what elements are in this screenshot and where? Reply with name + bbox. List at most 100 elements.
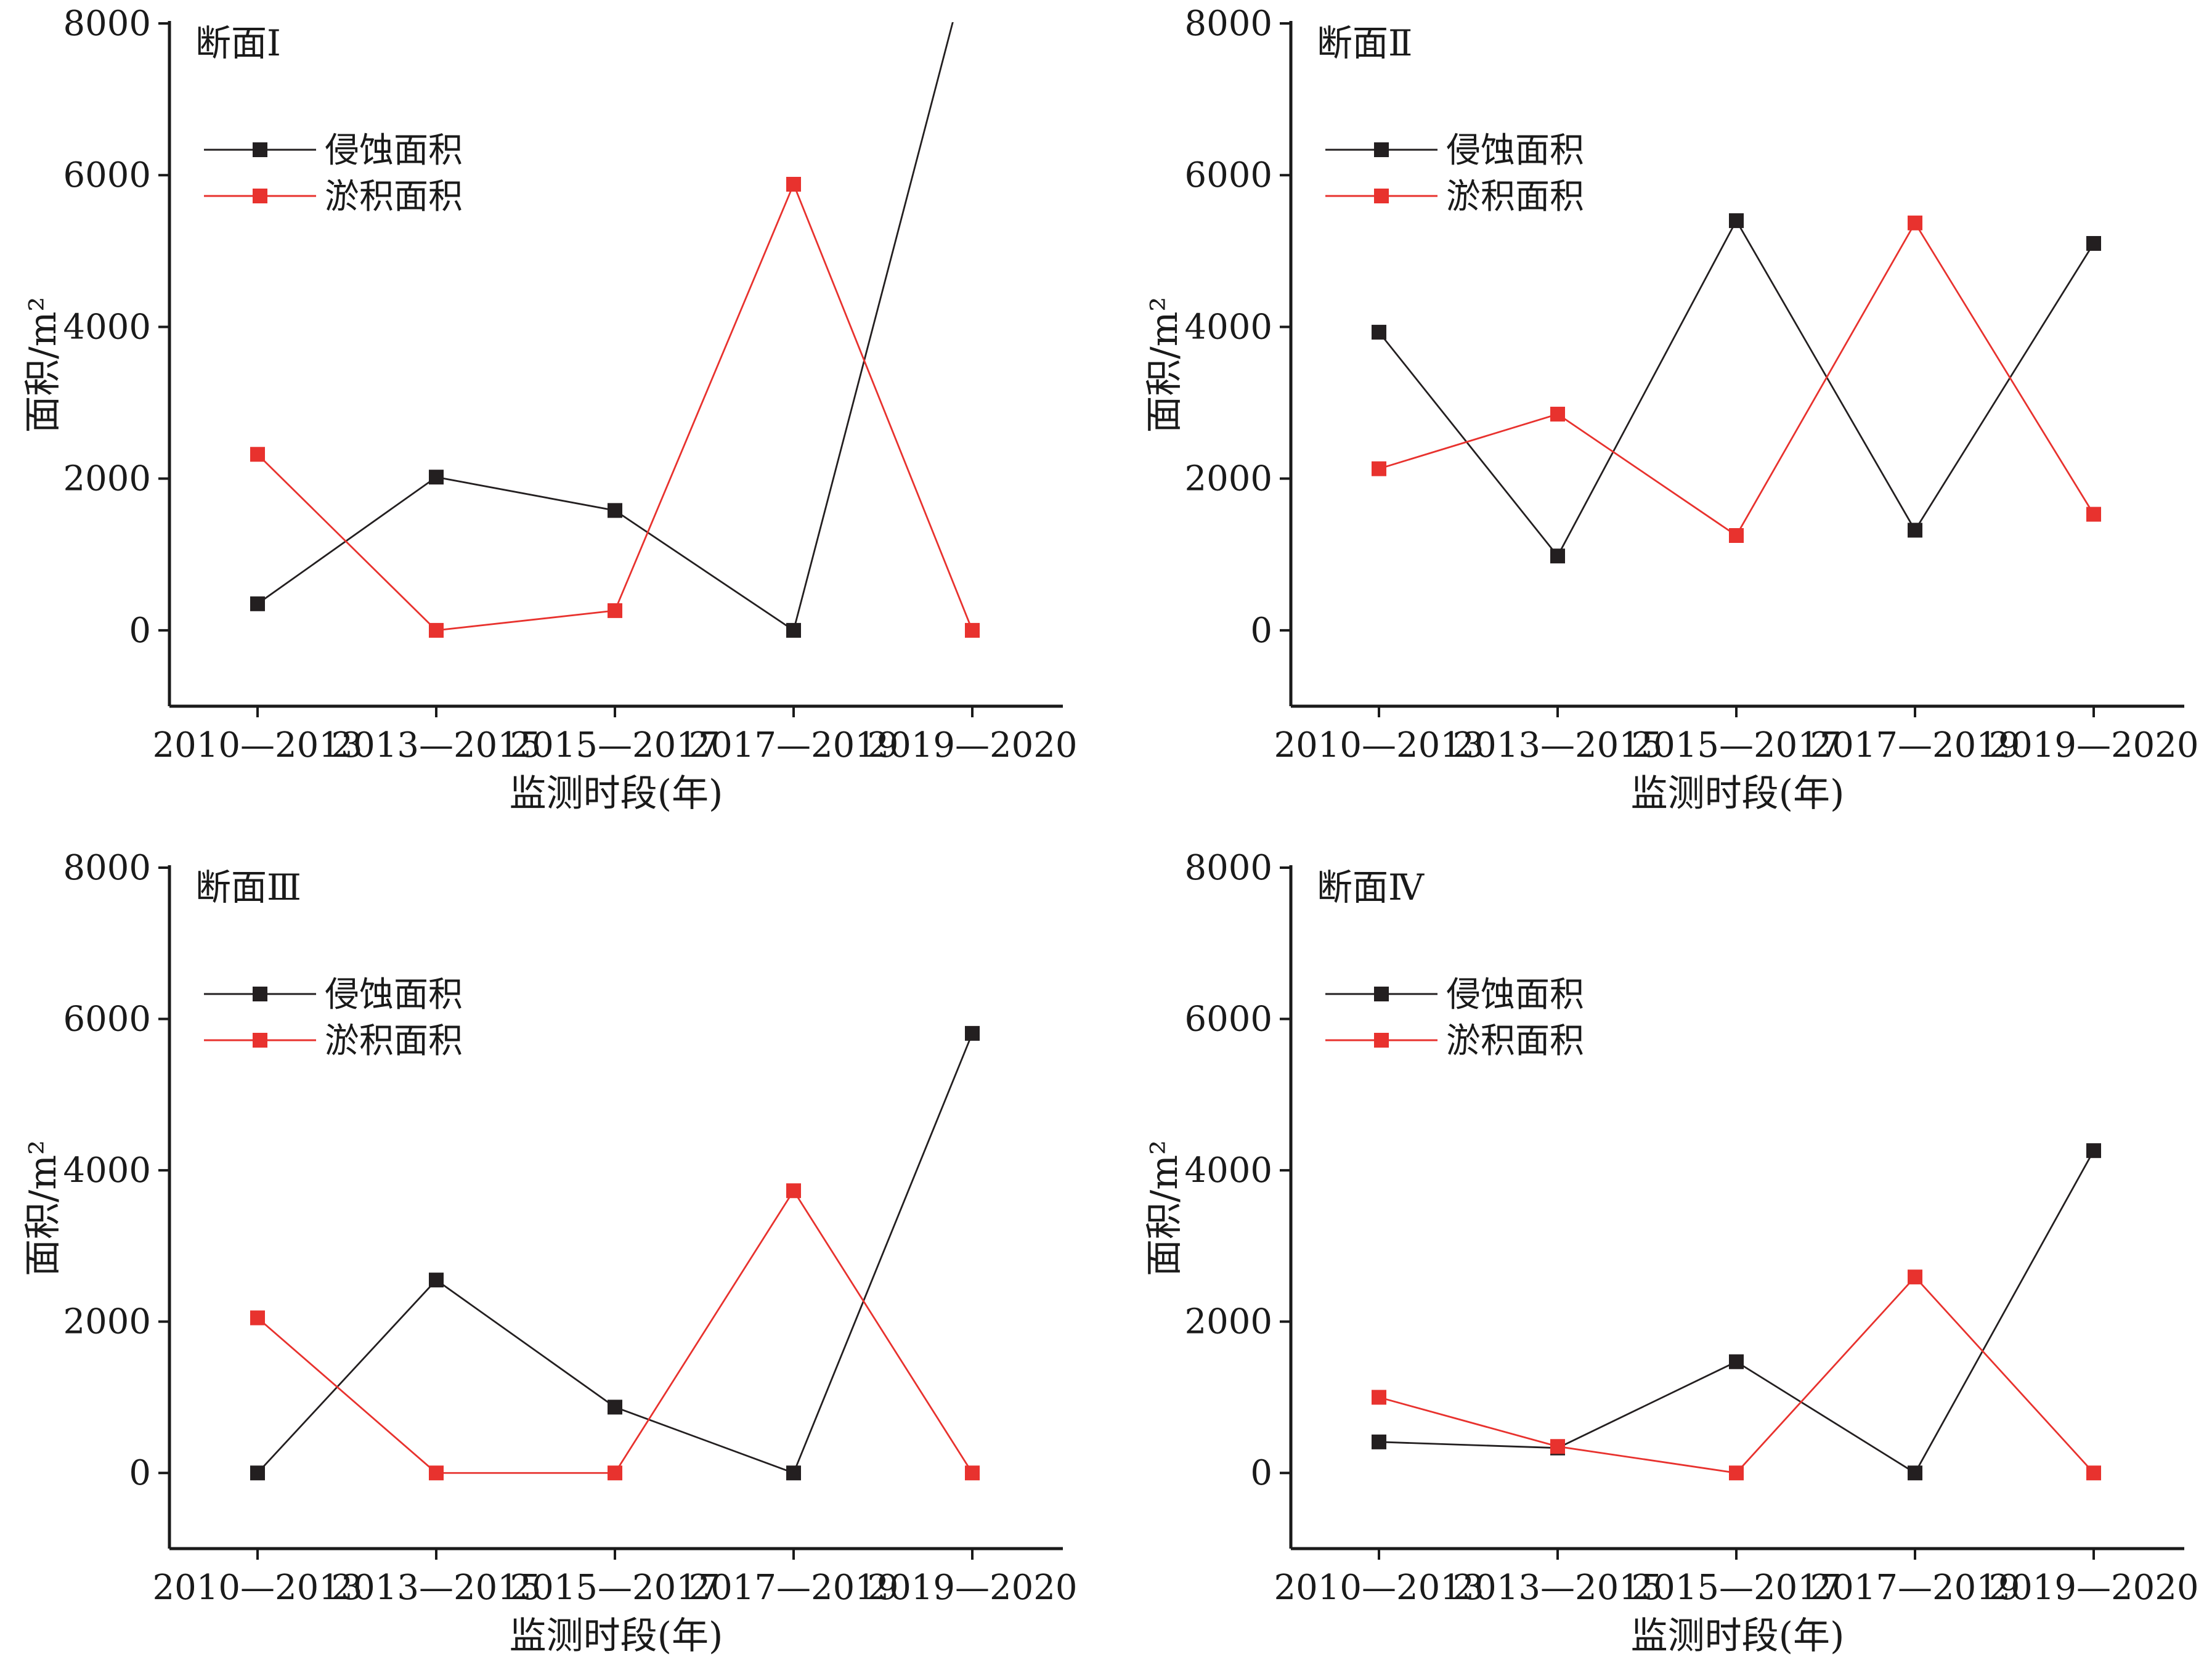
legend-label: 淤积面积 bbox=[325, 1021, 463, 1061]
legend-item-2: 淤积面积 bbox=[1325, 177, 1584, 217]
x-tick-label: 2010—2013 bbox=[152, 725, 362, 765]
series-line-1 bbox=[1378, 219, 2095, 558]
legend-marker bbox=[1374, 987, 1389, 1001]
y-tick-label: 6000 bbox=[63, 1000, 151, 1040]
y-tick-label: 8000 bbox=[1184, 848, 1272, 888]
series-line-2 bbox=[257, 1189, 974, 1474]
legend-item-1: 侵蚀面积 bbox=[204, 975, 463, 1015]
legend-label: 侵蚀面积 bbox=[1446, 975, 1584, 1015]
x-tick-label: 2019—2020 bbox=[867, 1568, 1077, 1608]
legend-item-1: 侵蚀面积 bbox=[1325, 131, 1584, 171]
y-tick-label: 4000 bbox=[63, 1151, 151, 1191]
y-tick-label: 0 bbox=[1250, 611, 1272, 651]
series-line-2 bbox=[1378, 1276, 2095, 1474]
series-line-2 bbox=[257, 182, 974, 632]
data-point-2-4 bbox=[786, 176, 801, 192]
data-point-2-2 bbox=[429, 1465, 444, 1481]
y-tick-label: 8000 bbox=[1184, 4, 1272, 44]
x-tick-label: 2019—2020 bbox=[1988, 1568, 2198, 1608]
data-point-1-1 bbox=[250, 596, 265, 611]
data-point-1-1 bbox=[250, 1465, 265, 1481]
x-tick-label: 2013—2015 bbox=[1452, 725, 1662, 765]
chart-panel-3: 0 2000 4000 6000 8000 2010—20132013—20152015—… bbox=[22, 848, 1078, 1658]
chart-panel-4: 0 2000 4000 6000 8000 2010—20132013—20152015—… bbox=[1143, 848, 2199, 1658]
x-tick-label: 2019—2020 bbox=[867, 725, 1077, 765]
y-tick-label: 6000 bbox=[1184, 1000, 1272, 1040]
data-point-2-2 bbox=[429, 622, 444, 638]
x-tick-label: 2017—2019 bbox=[688, 1568, 898, 1608]
legend-item-1: 侵蚀面积 bbox=[204, 131, 463, 171]
data-point-1-5 bbox=[2086, 1143, 2101, 1159]
legend-item-2: 淤积面积 bbox=[1325, 1021, 1584, 1061]
legend-marker bbox=[253, 987, 267, 1001]
data-point-2-4 bbox=[1908, 1269, 1922, 1285]
x-axis-title: 监测时段(年) bbox=[1631, 1615, 1845, 1658]
x-tick-label: 2015—2017 bbox=[1631, 725, 1841, 765]
legend-label: 淤积面积 bbox=[1446, 177, 1584, 217]
y-tick-label: 2000 bbox=[1184, 459, 1272, 499]
data-point-2-2 bbox=[1550, 407, 1565, 422]
legend-label: 淤积面积 bbox=[1446, 1021, 1584, 1061]
y-tick-label: 8000 bbox=[63, 4, 151, 44]
y-axis-title: 面积/m² bbox=[22, 1140, 65, 1276]
y-tick-label: 0 bbox=[129, 611, 151, 651]
data-point-1-2 bbox=[429, 1273, 444, 1288]
data-point-2-5 bbox=[965, 1465, 980, 1481]
legend-label: 侵蚀面积 bbox=[325, 975, 463, 1015]
y-tick-label: 0 bbox=[1250, 1453, 1272, 1493]
data-point-2-5 bbox=[2086, 507, 2101, 522]
x-tick-label: 2010—2013 bbox=[152, 1568, 362, 1608]
series-1 bbox=[1372, 213, 2101, 564]
series-2 bbox=[1372, 1269, 2101, 1481]
legend-marker bbox=[1374, 142, 1389, 157]
x-tick-label: 2019—2020 bbox=[1988, 725, 2198, 765]
x-tick-label: 2010—2013 bbox=[1274, 725, 1484, 765]
data-point-2-4 bbox=[1908, 215, 1922, 230]
y-tick-label: 4000 bbox=[1184, 307, 1272, 347]
y-tick-label: 6000 bbox=[63, 155, 151, 195]
legend-label: 侵蚀面积 bbox=[1446, 131, 1584, 171]
data-point-1-1 bbox=[1372, 1434, 1386, 1449]
x-tick-label: 2013—2015 bbox=[331, 1568, 541, 1608]
data-point-2-1 bbox=[250, 1310, 265, 1326]
panel-title: 断面Ⅳ bbox=[1317, 866, 1425, 908]
data-point-2-1 bbox=[1372, 1390, 1386, 1405]
series-line-1 bbox=[257, 22, 954, 632]
legend-marker bbox=[253, 189, 267, 203]
series-1 bbox=[1372, 1143, 2101, 1481]
panel-title: 断面Ⅱ bbox=[1317, 22, 1412, 64]
data-point-2-3 bbox=[608, 1465, 622, 1481]
data-point-1-4 bbox=[1908, 1465, 1922, 1481]
data-point-1-3 bbox=[608, 1399, 622, 1415]
data-point-2-5 bbox=[965, 622, 980, 638]
data-point-2-1 bbox=[1372, 461, 1386, 476]
y-axis-title: 面积/m² bbox=[1143, 1140, 1186, 1276]
series-2 bbox=[250, 1183, 980, 1481]
x-tick-label: 2017—2019 bbox=[1810, 1568, 2020, 1608]
y-tick-label: 2000 bbox=[63, 1302, 151, 1342]
data-point-1-3 bbox=[1729, 1354, 1744, 1369]
legend-marker bbox=[1374, 189, 1389, 203]
x-axis-title: 监测时段(年) bbox=[1631, 772, 1845, 815]
y-tick-label: 8000 bbox=[63, 848, 151, 888]
x-tick-label: 2017—2019 bbox=[688, 725, 898, 765]
data-point-2-3 bbox=[608, 603, 622, 618]
legend-marker bbox=[1374, 1033, 1389, 1048]
y-axis-title: 面积/m² bbox=[1143, 296, 1186, 433]
x-tick-label: 2015—2017 bbox=[510, 725, 720, 765]
legend-item-1: 侵蚀面积 bbox=[1325, 975, 1584, 1015]
data-point-1-4 bbox=[786, 622, 801, 638]
panel-title: 断面Ⅲ bbox=[195, 866, 301, 908]
data-point-1-1 bbox=[1372, 325, 1386, 340]
data-point-1-5 bbox=[965, 1025, 980, 1041]
y-tick-label: 4000 bbox=[1184, 1151, 1272, 1191]
y-tick-label: 2000 bbox=[63, 459, 151, 499]
legend-item-2: 淤积面积 bbox=[204, 177, 463, 217]
legend-marker bbox=[253, 142, 267, 157]
x-tick-label: 2013—2015 bbox=[1452, 1568, 1662, 1608]
panel-title: 断面Ⅰ bbox=[195, 22, 281, 64]
series-2 bbox=[1372, 215, 2101, 543]
y-tick-label: 6000 bbox=[1184, 155, 1272, 195]
y-axis-title: 面积/m² bbox=[22, 296, 65, 433]
